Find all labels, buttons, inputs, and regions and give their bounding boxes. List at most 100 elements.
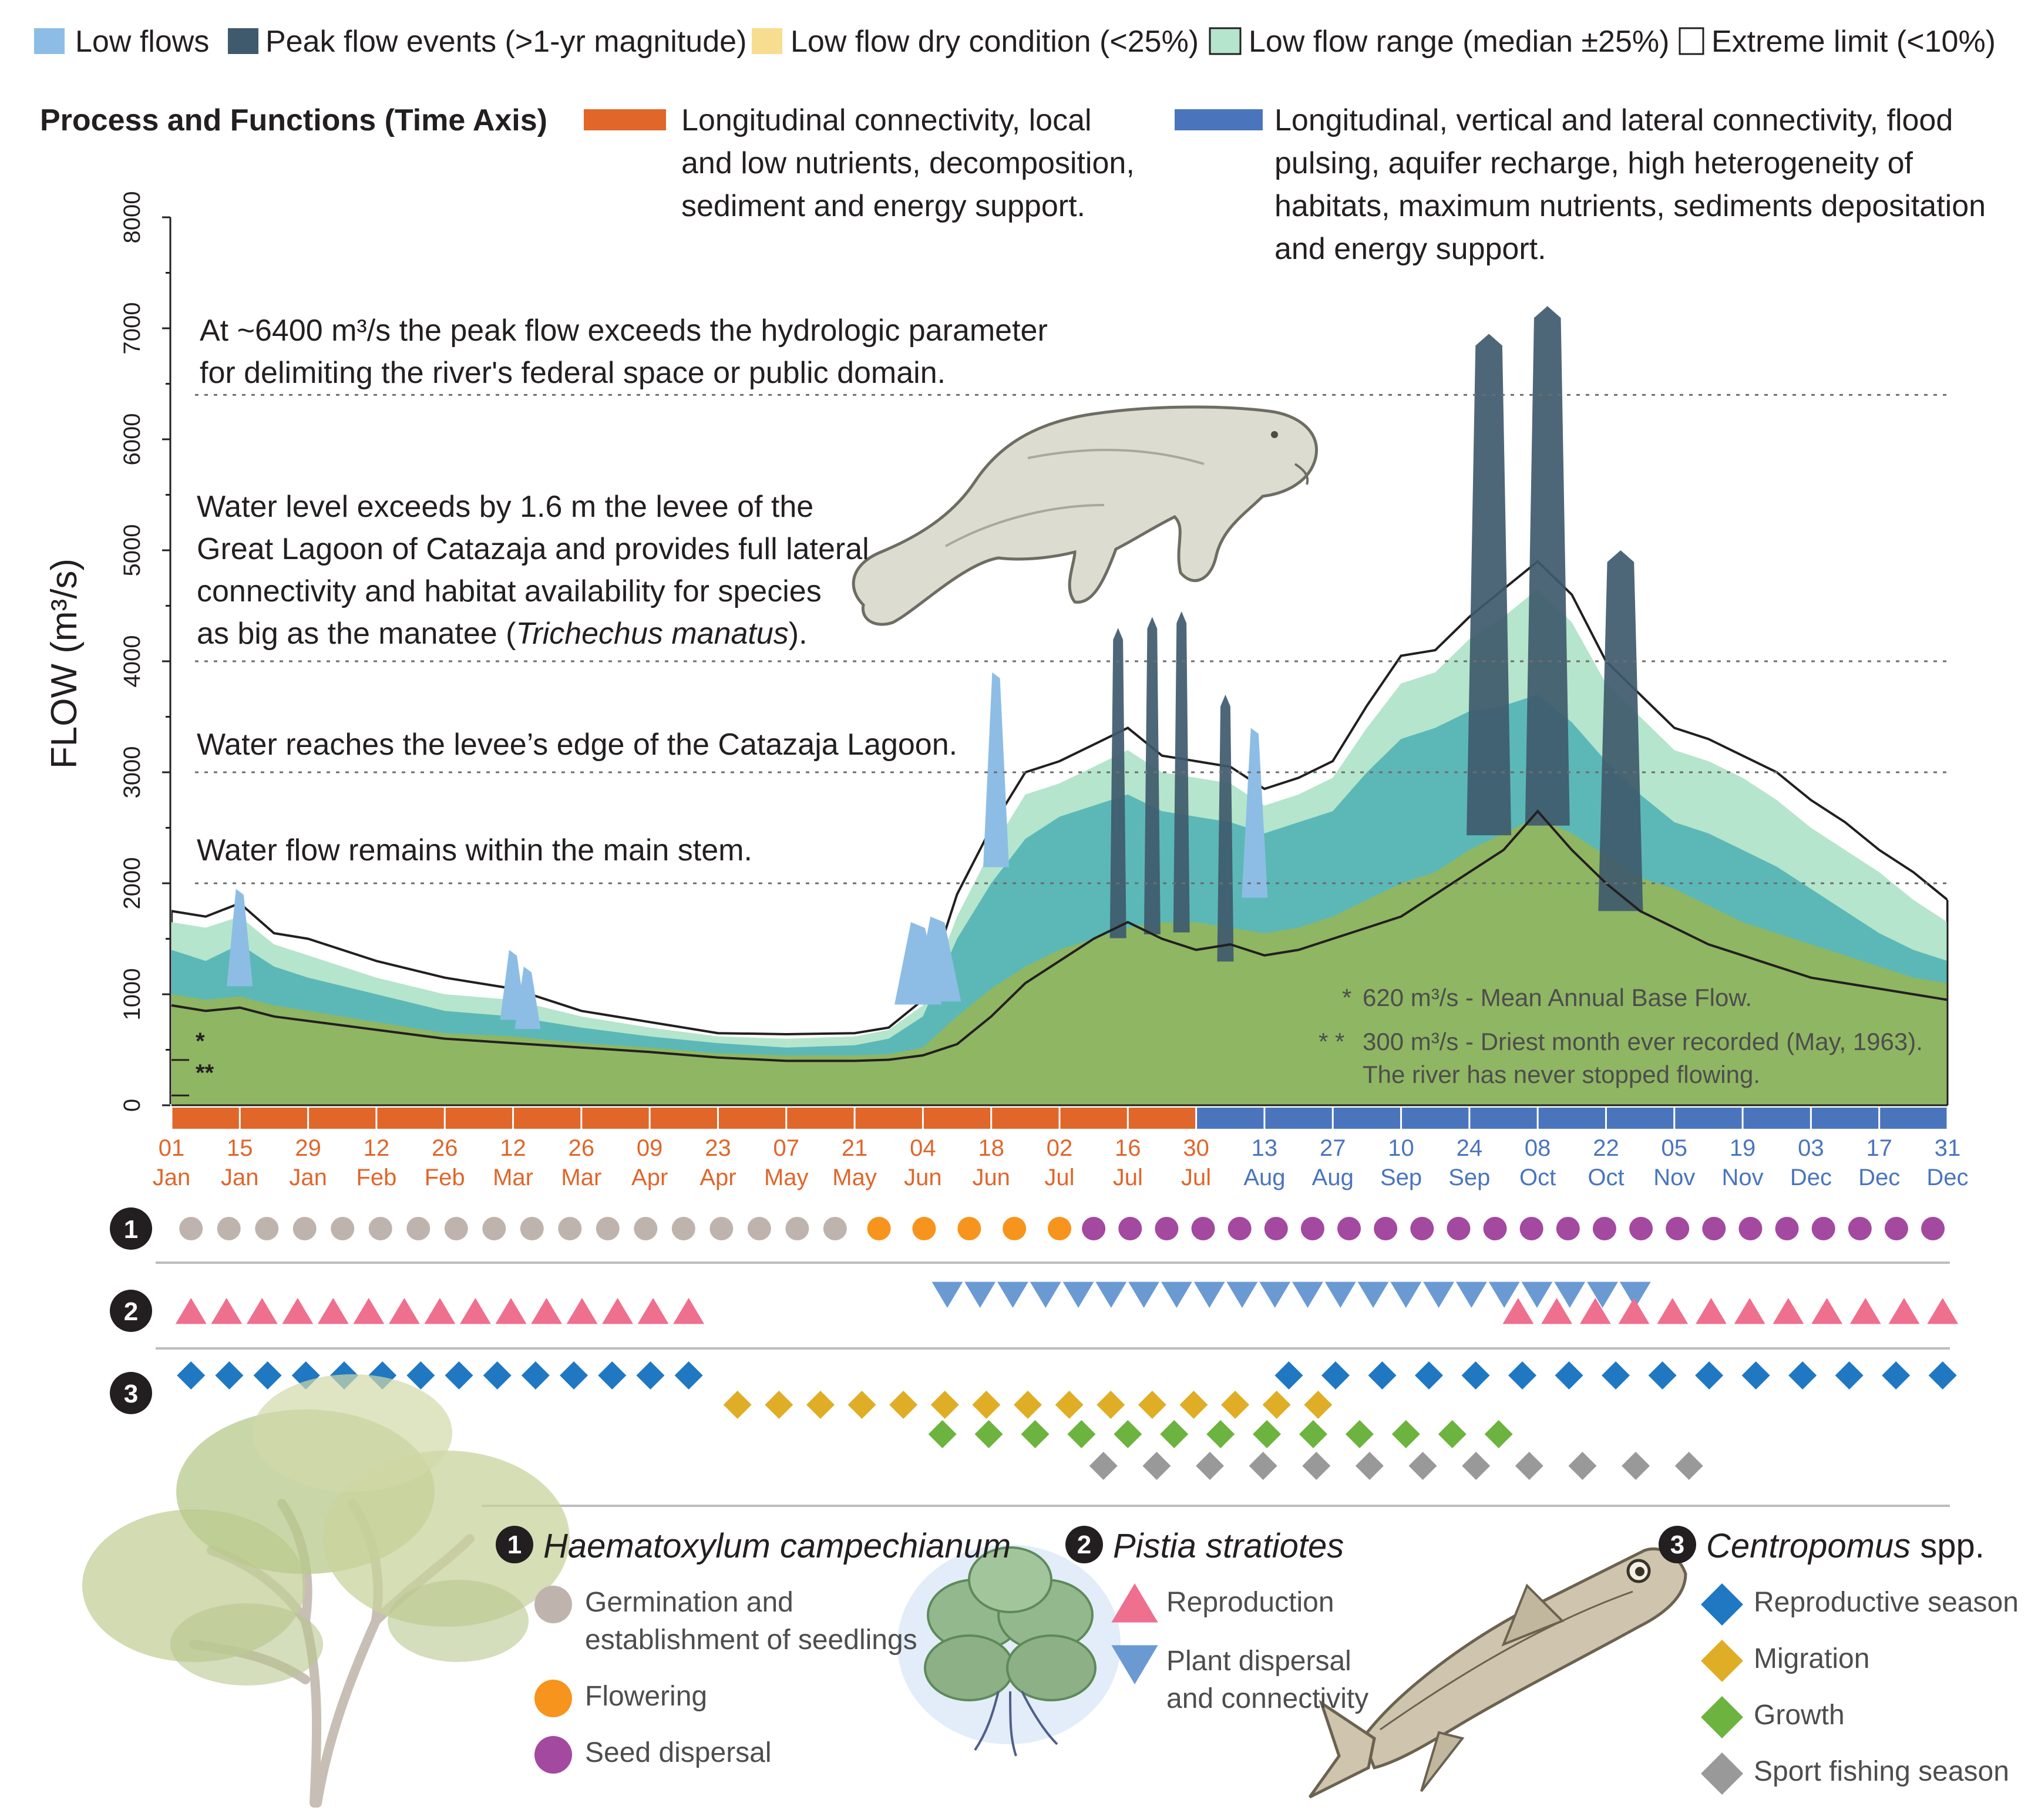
x-tick-month: Mar <box>493 1165 533 1190</box>
row-1-mark <box>785 1217 809 1240</box>
x-tick-month: Oct <box>1588 1165 1624 1190</box>
legend-swatch-low-flows <box>34 28 65 54</box>
species-3-key-marker <box>1701 1696 1743 1738</box>
peak-flow-event <box>1467 334 1512 836</box>
row-3-mark <box>636 1361 665 1390</box>
snook-fish-illustration <box>1308 1547 1687 1799</box>
row-3-mark <box>928 1420 957 1448</box>
row-1-mark <box>368 1217 392 1240</box>
x-tick-day: 18 <box>978 1135 1004 1161</box>
x-tick-day: 31 <box>1935 1135 1961 1161</box>
row-3-mark <box>1097 1391 1125 1419</box>
row-3-mark <box>765 1391 793 1419</box>
y-axis-title: FLOW (m³/s) <box>44 559 85 769</box>
x-tick-day: 03 <box>1798 1135 1824 1161</box>
x-tick-day: 13 <box>1252 1135 1278 1161</box>
row-2-mark <box>1579 1298 1611 1324</box>
y-tick-label: 8000 <box>119 191 145 244</box>
x-tick-day: 02 <box>1047 1135 1073 1161</box>
row-1-mark <box>747 1217 771 1240</box>
process-wet-line-1: Longitudinal, vertical and lateral conne… <box>1274 103 1953 137</box>
row-1-mark <box>1738 1217 1763 1240</box>
x-tick-month: Jul <box>1113 1165 1143 1190</box>
row-3-mark <box>806 1391 835 1419</box>
row-3-mark <box>1142 1452 1171 1480</box>
row-2-number: 2 <box>124 1297 138 1326</box>
row-3-mark <box>1648 1361 1677 1390</box>
row-3-mark <box>1555 1361 1583 1390</box>
row-2-mark <box>1030 1281 1061 1308</box>
row-3-mark <box>1461 1361 1490 1390</box>
species-1-name: Haematoxylum campechianum <box>543 1527 1011 1565</box>
row-2-mark <box>1062 1281 1094 1308</box>
water-lettuce-illustration <box>897 1545 1121 1757</box>
x-tick-month: Aug <box>1243 1165 1285 1190</box>
x-tick-month: Jan <box>289 1165 327 1190</box>
process-dry-line-1: Longitudinal connectivity, local <box>681 103 1092 137</box>
row-1-mark <box>1155 1217 1179 1240</box>
species-2-key-label: Plant dispersal <box>1166 1646 1351 1677</box>
row-2-mark <box>1618 1298 1650 1324</box>
row-1-mark <box>1191 1217 1215 1240</box>
row-2-mark <box>317 1298 349 1324</box>
row-3-mark <box>215 1361 244 1390</box>
x-tick-day: 17 <box>1866 1135 1892 1161</box>
annotation-levee: Water reaches the levee’s edge of the Ca… <box>197 728 957 762</box>
species-1-key-label: Flowering <box>585 1681 707 1712</box>
row-2-mark <box>673 1298 705 1324</box>
row-3-mark <box>1788 1361 1817 1390</box>
legend-swatch-dry-condition <box>752 28 782 54</box>
row-3-mark <box>1515 1452 1543 1480</box>
row-1-mark <box>1921 1217 1945 1240</box>
low-flow-pulse <box>1242 728 1268 898</box>
row-1-mark <box>558 1217 582 1240</box>
row-1-mark <box>1300 1217 1324 1240</box>
row-1-mark <box>596 1217 620 1240</box>
x-tick-month: Jan <box>221 1165 259 1190</box>
row-2-mark <box>1696 1298 1727 1324</box>
row-2-mark <box>1521 1281 1553 1308</box>
low-flow-pulse <box>227 889 253 987</box>
species-3-key-marker <box>1701 1752 1743 1795</box>
row-2-mark <box>1423 1281 1455 1308</box>
row-3-mark <box>177 1361 206 1390</box>
row-2-mark <box>1095 1281 1127 1308</box>
x-tick-month: Jul <box>1044 1165 1074 1190</box>
row-3-mark <box>972 1391 1001 1419</box>
row-3-mark <box>598 1361 627 1390</box>
row-1-mark <box>634 1217 658 1240</box>
row-3-mark <box>1302 1452 1331 1480</box>
legend-label-low-flow-range: Low flow range (median ±25%) <box>1249 25 1669 59</box>
species-1-badge: 1 <box>507 1530 522 1559</box>
row-1-mark <box>1592 1217 1616 1240</box>
annotation-manatee-species: Trichechus manatus <box>516 617 788 651</box>
x-tick-day: 16 <box>1115 1135 1141 1161</box>
row-1-mark <box>1082 1217 1106 1240</box>
row-2-mark <box>1128 1281 1160 1308</box>
species-2-key-marker <box>1111 1645 1158 1684</box>
row-1-mark <box>671 1217 695 1240</box>
row-2-mark <box>1193 1281 1225 1308</box>
row-3-mark <box>1391 1420 1420 1448</box>
species-3-badge: 3 <box>1670 1530 1684 1559</box>
row-2-mark <box>1324 1281 1356 1308</box>
x-tick-day: 19 <box>1730 1135 1756 1161</box>
process-dry-swatch <box>584 109 666 130</box>
row-2-mark <box>1357 1281 1389 1308</box>
x-tick-day: 23 <box>705 1135 731 1161</box>
row-1-mark <box>1483 1217 1507 1240</box>
row-3-mark <box>1021 1420 1050 1448</box>
row-2-mark <box>1502 1298 1534 1324</box>
species-key-2: 2 Pistia stratiotes <box>1065 1526 1344 1565</box>
row-1-mark <box>1884 1217 1908 1240</box>
phenology-rows: 1 2 3 <box>110 1207 1959 1507</box>
y-tick-label: 2000 <box>119 857 145 910</box>
row-1-mark <box>1447 1217 1471 1240</box>
process-dry-line-2: and low nutrients, decomposition, <box>681 146 1135 180</box>
row-3-mark <box>406 1361 435 1390</box>
row-1-mark <box>867 1217 891 1240</box>
row-1-mark <box>1337 1217 1361 1240</box>
species-3-key-label: Migration <box>1754 1643 1869 1674</box>
species-3-key-marker <box>1701 1640 1743 1682</box>
row-3-mark <box>1368 1361 1397 1390</box>
